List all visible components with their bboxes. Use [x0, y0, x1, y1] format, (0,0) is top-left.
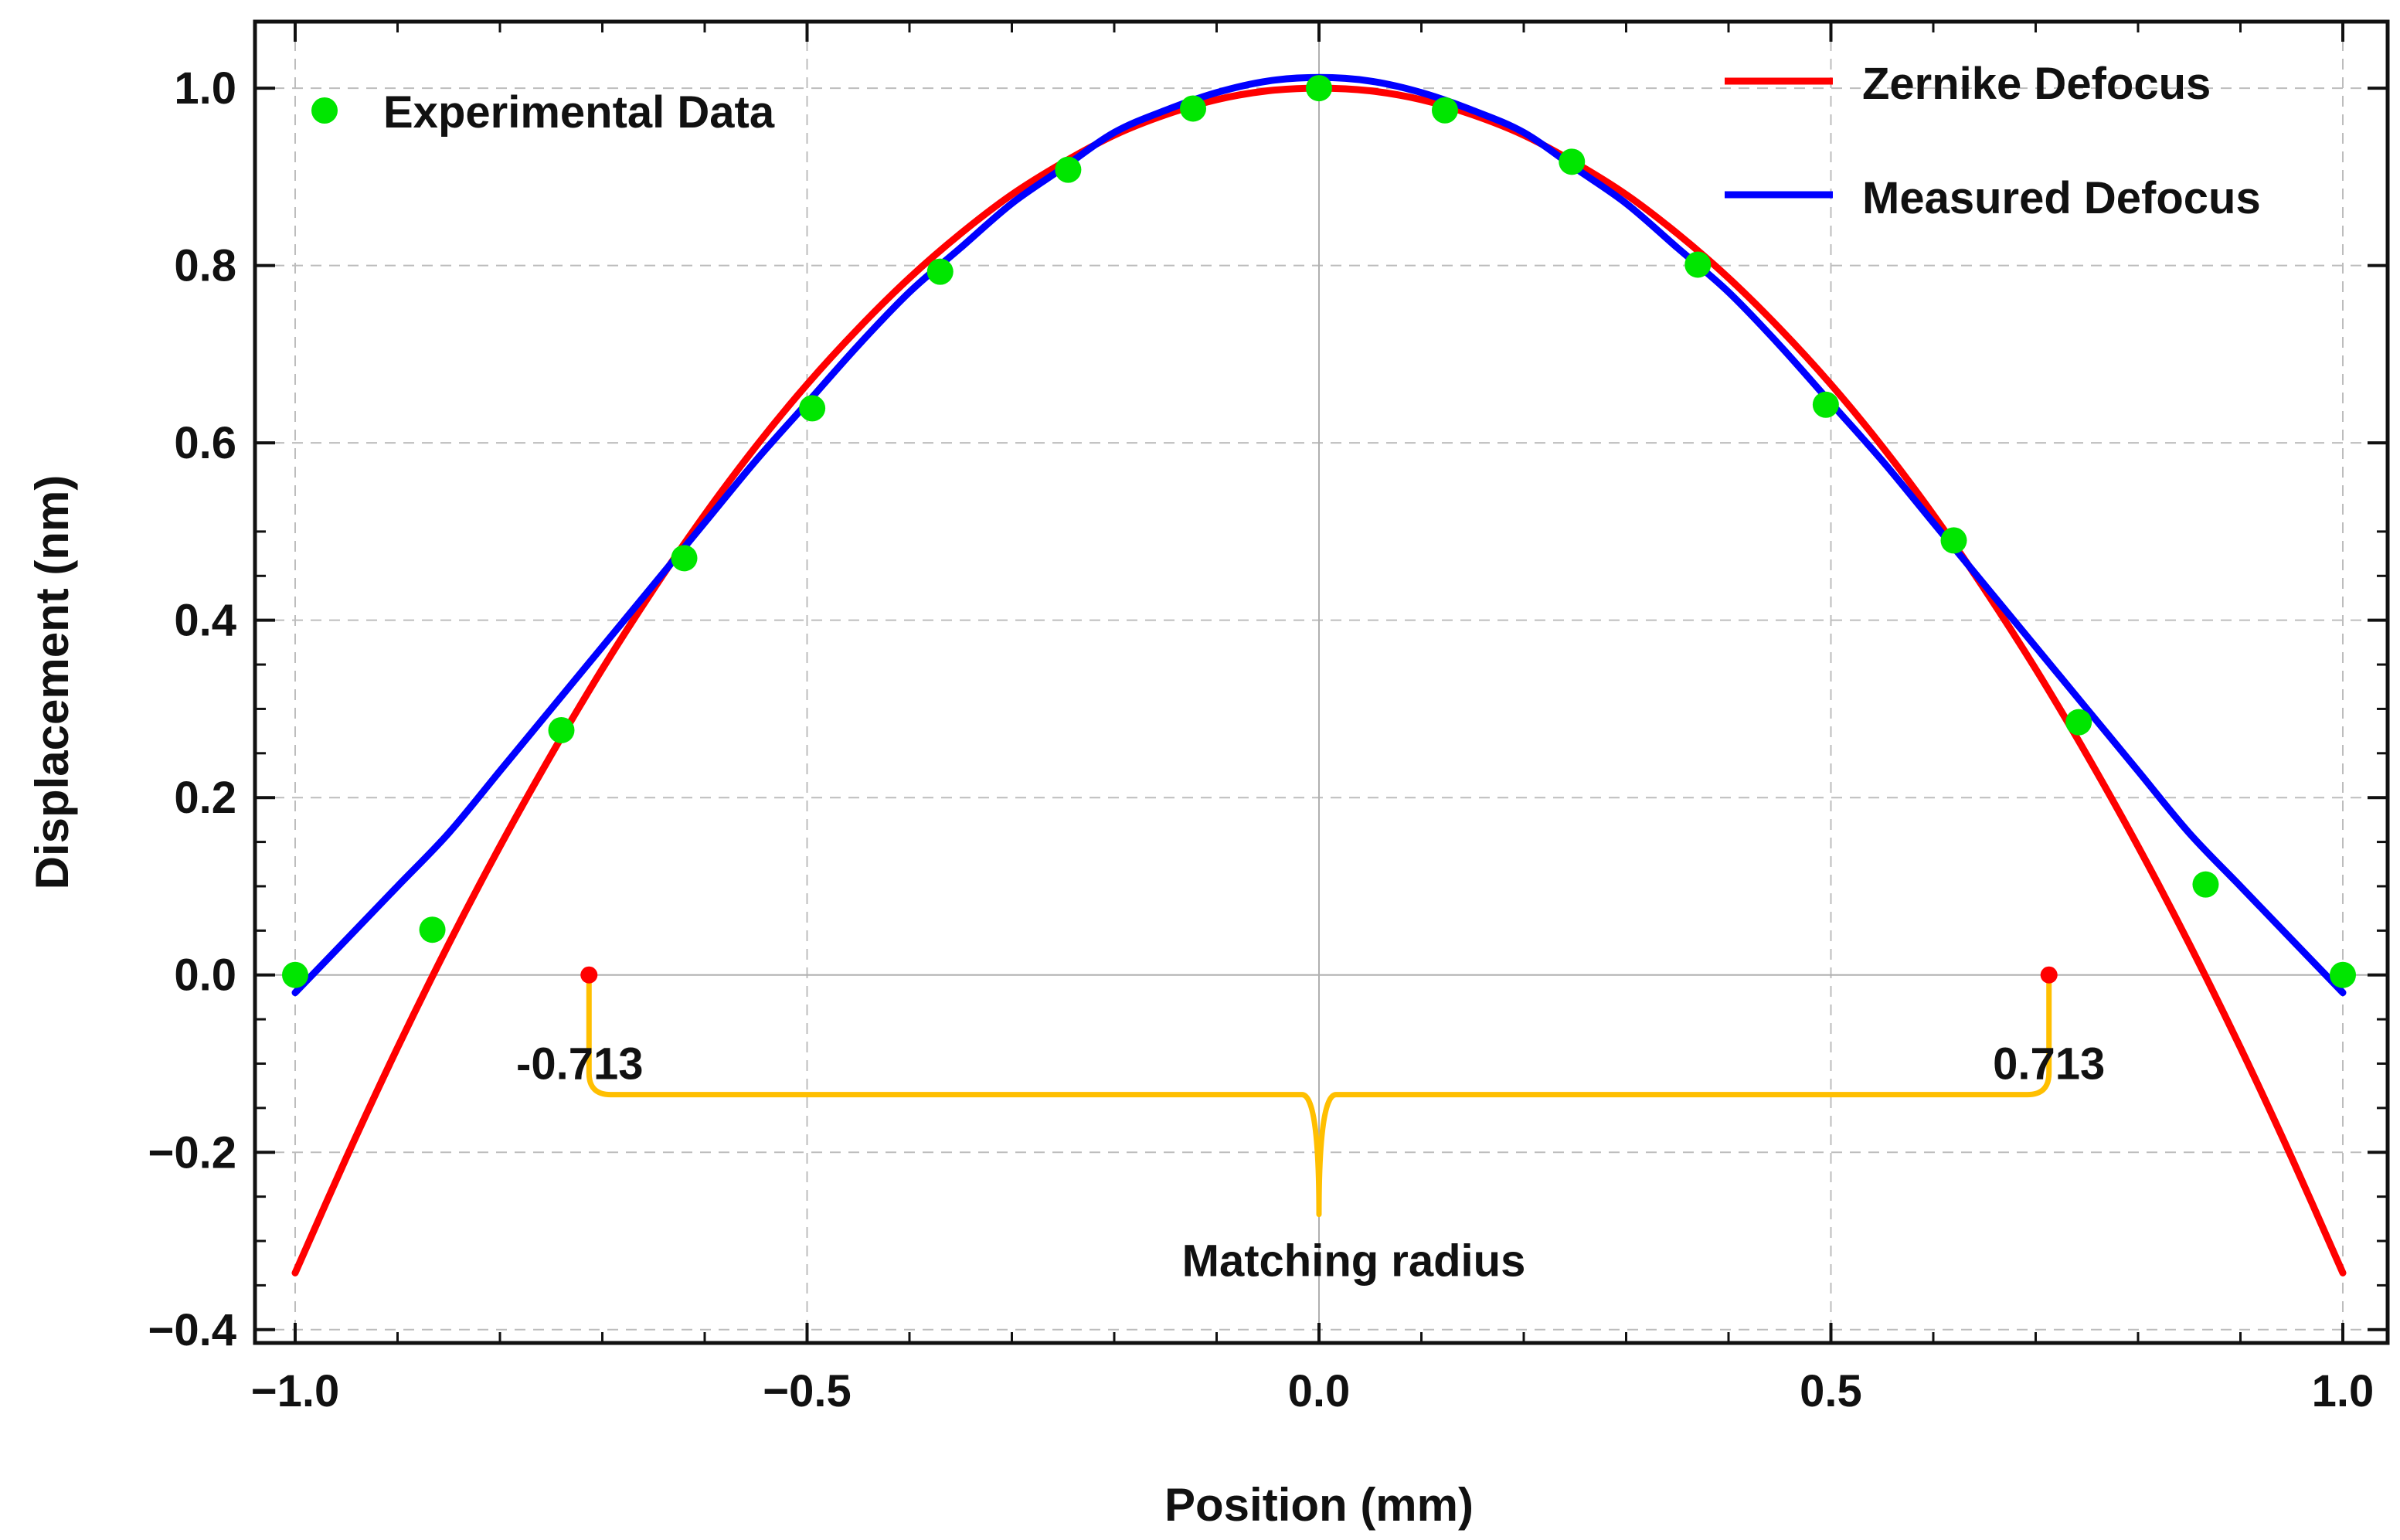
- data-point: [282, 961, 308, 988]
- plot-frame: [253, 19, 2390, 1345]
- x-tick-label: −1.0: [251, 1366, 340, 1416]
- data-point: [1431, 97, 1458, 124]
- data-point: [1812, 391, 1839, 418]
- legend-label-measured-defocus: Measured Defocus: [1862, 173, 2261, 223]
- data-point: [2192, 871, 2219, 898]
- data-point: [1055, 156, 1082, 183]
- legend-label-experimental-data: Experimental Data: [383, 87, 775, 138]
- y-tick-label: 0.2: [174, 773, 236, 823]
- annotation-layer: -0.713 0.713 Matching radius: [516, 966, 2105, 1287]
- y-tick-label: −0.2: [148, 1127, 237, 1178]
- y-axis-title: Displacement (nm): [26, 475, 78, 890]
- data-point: [419, 916, 446, 943]
- y-tick-label: 0.6: [174, 418, 236, 468]
- y-tick-label: 0.8: [174, 241, 236, 291]
- legend-layer: Experimental Data Zernike Defocus Measured…: [311, 59, 2261, 223]
- matching-radius-label: Matching radius: [1182, 1236, 1526, 1287]
- data-point: [1306, 75, 1332, 102]
- data-point: [2330, 961, 2356, 988]
- data-point: [2065, 709, 2092, 736]
- x-tick-label: −0.5: [763, 1366, 852, 1416]
- data-point: [1180, 95, 1207, 122]
- data-point: [799, 395, 826, 422]
- matching-radius-right-label: 0.713: [1993, 1039, 2105, 1090]
- matching-radius-left-label: -0.713: [516, 1039, 643, 1090]
- y-tick-label: 0.0: [174, 950, 236, 1001]
- matching-radius-left-endpoint: [580, 966, 598, 984]
- legend-marker-experimental-data: [311, 97, 338, 124]
- data-point: [1559, 148, 1586, 175]
- series-layer: [282, 73, 2356, 1277]
- tick-layer: −1.0 −0.5 0.0 0.5 1.0 −0.4 −0.2 0.0 0.2 0.4 0.6 0.8…: [148, 22, 2388, 1416]
- data-point: [1940, 527, 1967, 554]
- x-tick-label: 0.5: [1800, 1366, 1862, 1416]
- data-point: [926, 258, 954, 285]
- legend-label-zernike-defocus: Zernike Defocus: [1862, 59, 2211, 109]
- y-tick-label: 1.0: [174, 63, 236, 114]
- zero-lines: [255, 22, 2388, 1343]
- x-tick-label: 1.0: [2312, 1366, 2375, 1416]
- y-tick-label: 0.4: [174, 596, 236, 646]
- data-point: [1684, 251, 1712, 278]
- y-tick-label: −0.4: [148, 1305, 237, 1355]
- frame-layer: [253, 19, 2390, 1345]
- x-tick-label: 0.0: [1288, 1366, 1351, 1416]
- data-point: [548, 716, 575, 743]
- x-axis-title: Position (mm): [1164, 1479, 1474, 1531]
- data-point: [671, 545, 698, 572]
- matching-radius-brace: [586, 974, 2052, 1218]
- matching-radius-right-endpoint: [2040, 966, 2058, 984]
